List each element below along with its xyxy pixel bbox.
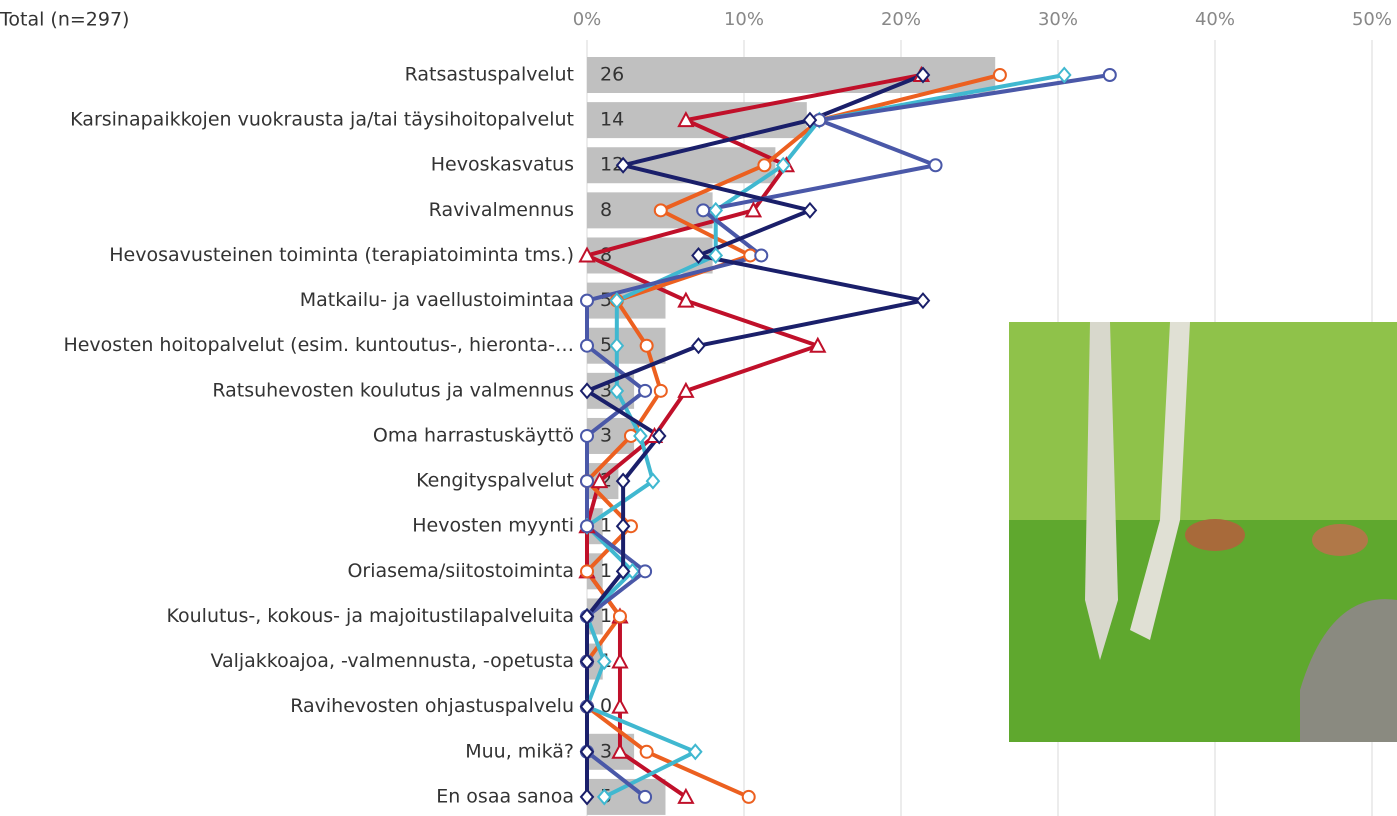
bar-value-label: 8 [600, 199, 612, 221]
category-label: Kengityspalvelut [416, 470, 574, 492]
category-label: Ravihevosten ohjastuspalvelu [290, 695, 574, 717]
marker [1104, 69, 1116, 81]
bar-value-label: 14 [600, 109, 624, 131]
marker [641, 746, 653, 758]
category-label: Ratsuhevosten koulutus ja valmennus [212, 379, 574, 401]
x-tick-label: 20% [881, 9, 921, 30]
marker [930, 159, 942, 171]
marker [639, 385, 651, 397]
category-label: Ratsastuspalvelut [405, 64, 574, 86]
category-label: Matkailu- ja vaellustoimintaa [300, 289, 574, 311]
bar [587, 57, 995, 93]
category-label: Koulutus-, kokous- ja majoitustilapalvel… [166, 605, 574, 627]
category-label: Valjakkoajoa, -valmennusta, -opetusta [210, 650, 574, 672]
x-tick-label: 30% [1038, 9, 1078, 30]
x-tick-label: 50% [1352, 9, 1392, 30]
category-label: Oriasema/siitostoiminta [347, 560, 574, 582]
marker [758, 159, 770, 171]
marker [994, 69, 1006, 81]
marker [581, 520, 593, 532]
bar-value-label: 3 [600, 424, 612, 446]
bar [587, 328, 666, 364]
chart: Total (n=297) 0% 10% 20% 30% 40% 50% Ratsastus… [0, 0, 1397, 816]
category-label: Karsinapaikkojen vuokrausta ja/tai täysi… [70, 109, 574, 131]
marker [613, 655, 627, 668]
photo [1009, 322, 1397, 742]
marker [692, 339, 704, 353]
marker [581, 565, 593, 577]
marker [655, 204, 667, 216]
x-tick-label: 0% [573, 9, 602, 30]
bar-value-label: 1 [600, 605, 612, 627]
chart-title: Total (n=297) [0, 9, 129, 31]
marker [613, 700, 627, 713]
marker [743, 791, 755, 803]
marker [581, 295, 593, 307]
bar-value-label: 1 [600, 560, 612, 582]
x-tick-label: 40% [1195, 9, 1235, 30]
marker [639, 565, 651, 577]
category-label: Hevoskasvatus [431, 154, 574, 176]
category-label: Oma harrastuskäyttö [373, 424, 574, 446]
category-label: Hevosavusteinen toiminta (terapiatoimint… [109, 244, 574, 266]
category-label: Hevosten hoitopalvelut (esim. kuntoutus-… [63, 334, 574, 356]
marker [641, 340, 653, 352]
category-label: En osaa sanoa [436, 785, 574, 807]
marker [917, 294, 929, 308]
series-line [587, 75, 1000, 797]
category-label: Muu, mikä? [465, 740, 574, 762]
marker [581, 430, 593, 442]
bar-value-label: 26 [600, 64, 624, 86]
marker [689, 745, 701, 759]
marker [614, 610, 626, 622]
marker [655, 385, 667, 397]
bar-value-label: 3 [600, 740, 612, 762]
category-label: Ravivalmennus [429, 199, 574, 221]
marker [581, 340, 593, 352]
x-tick-label: 10% [724, 9, 764, 30]
category-label: Hevosten myynti [412, 515, 574, 537]
marker [804, 203, 816, 217]
marker [639, 791, 651, 803]
marker [755, 249, 767, 261]
marker [697, 204, 709, 216]
marker [581, 475, 593, 487]
